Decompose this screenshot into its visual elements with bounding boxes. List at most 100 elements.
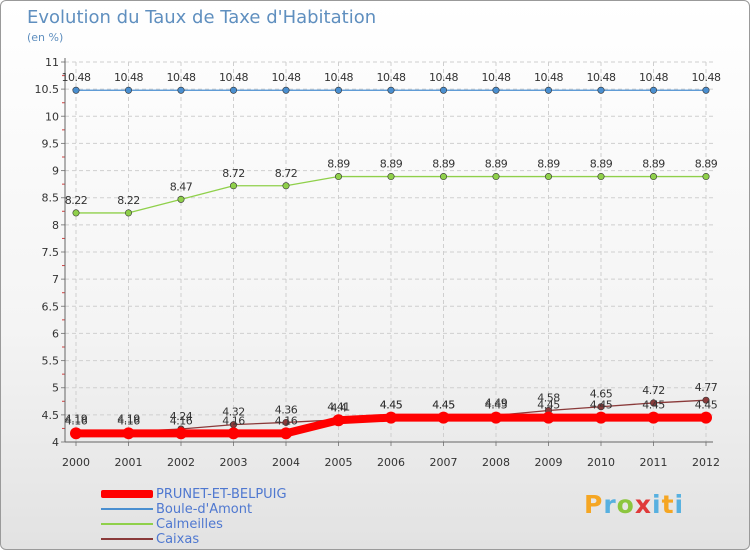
- data-label-0: 4.45: [695, 399, 718, 412]
- data-point-0: [70, 427, 82, 440]
- data-label-1: 10.48: [639, 71, 668, 84]
- data-point-1: [702, 86, 710, 94]
- axes: [61, 58, 713, 446]
- x-tick-label: 2009: [535, 456, 563, 469]
- data-point-2: [282, 182, 290, 190]
- data-label-3: 4.77: [695, 381, 718, 394]
- x-tick-label: 2004: [272, 456, 300, 469]
- data-point-0: [175, 427, 187, 440]
- data-label-2: 8.89: [642, 158, 665, 171]
- data-label-0: 4.4: [331, 401, 347, 414]
- legend-line-boule-d-amont: [101, 508, 153, 510]
- x-tick-label: 2008: [482, 456, 510, 469]
- data-label-3: 4.65: [590, 388, 613, 401]
- data-label-1: 10.48: [167, 71, 196, 84]
- data-label-2: 8.89: [485, 158, 508, 171]
- x-tick-label: 2006: [377, 456, 405, 469]
- data-point-0: [122, 427, 135, 440]
- legend-line-calmeilles: [101, 523, 153, 525]
- legend: PRUNET-ET-BELPUIG Boule-d'Amont Calmeill…: [101, 487, 361, 547]
- data-point-1: [230, 86, 238, 94]
- data-point-1: [597, 86, 605, 94]
- y-tick-label: 9: [52, 165, 59, 178]
- data-point-1: [334, 86, 342, 94]
- y-tick-label: 10.5: [35, 83, 60, 96]
- data-label-2: 8.22: [117, 194, 140, 207]
- data-point-2: [72, 209, 80, 217]
- legend-item-calmeilles: Calmeilles: [101, 517, 361, 532]
- data-label-1: 10.48: [587, 71, 616, 84]
- data-label-3: 4.45: [432, 399, 455, 412]
- data-label-2: 8.72: [275, 167, 298, 180]
- data-point-2: [649, 173, 657, 181]
- data-label-0: 4.16: [222, 414, 245, 427]
- data-point-2: [177, 195, 185, 203]
- legend-line-caixas: [101, 538, 153, 540]
- data-label-3: 4.41: [327, 401, 350, 414]
- legend-label-boule-d-amont: Boule-d'Amont: [156, 502, 253, 517]
- data-label-1: 10.48: [377, 71, 406, 84]
- grid: [65, 61, 713, 443]
- data-point-3: [702, 396, 710, 404]
- data-label-0: 4.45: [432, 399, 455, 412]
- data-label-3: 4.24: [170, 410, 193, 423]
- data-label-2: 8.89: [327, 158, 350, 171]
- data-point-1: [544, 86, 552, 94]
- data-point-1: [125, 86, 133, 94]
- x-tick-label: 2001: [115, 456, 143, 469]
- data-label-1: 10.48: [272, 71, 301, 84]
- x-tick-label: 2012: [692, 456, 720, 469]
- y-tick-label: 6: [52, 327, 59, 340]
- data-label-2: 8.89: [695, 158, 718, 171]
- data-point-1: [72, 86, 80, 94]
- data-label-3: 4.36: [275, 403, 298, 416]
- legend-label-calmeilles: Calmeilles: [156, 517, 223, 532]
- logo-letter: P: [584, 490, 604, 519]
- legend-line-prunet: [101, 490, 153, 498]
- data-label-2: 8.89: [380, 158, 403, 171]
- series-lines: [70, 86, 712, 440]
- data-label-1: 10.48: [324, 71, 353, 84]
- y-tick-label: 9.5: [42, 137, 60, 150]
- data-label-2: 8.89: [432, 158, 455, 171]
- data-point-1: [387, 86, 395, 94]
- data-point-0: [542, 411, 555, 424]
- y-tick-label: 5.5: [42, 355, 60, 368]
- data-point-3: [597, 403, 605, 411]
- data-label-2: 8.22: [65, 194, 88, 207]
- data-point-0: [700, 411, 712, 424]
- legend-label-prunet: PRUNET-ET-BELPUIG: [156, 487, 287, 502]
- data-label-1: 10.48: [114, 71, 143, 84]
- data-point-0: [332, 414, 345, 427]
- tick-labels: 4 4.5 5 5.5 6 6.5 7 7.5 8 8.5 9 9.5 10 10.5 11 2000 2001…: [35, 56, 721, 469]
- data-label-2: 8.47: [170, 180, 193, 193]
- x-tick-label: 2010: [587, 456, 615, 469]
- proxiti-logo: Proxiti: [584, 490, 684, 519]
- data-label-0: 4.45: [590, 399, 613, 412]
- logo-letter: i: [652, 490, 662, 519]
- logo-letter: o: [616, 490, 635, 519]
- data-point-2: [597, 173, 605, 181]
- data-label-2: 8.89: [590, 158, 613, 171]
- data-point-2: [544, 173, 552, 181]
- data-label-1: 10.48: [692, 71, 721, 84]
- data-point-2: [702, 173, 710, 181]
- legend-item-caixas: Caixas: [101, 532, 361, 547]
- data-point-1: [492, 86, 500, 94]
- chart-subtitle: (en %): [27, 31, 64, 44]
- data-label-2: 8.89: [537, 158, 560, 171]
- x-tick-label: 2003: [220, 456, 248, 469]
- data-label-0: 4.16: [275, 414, 298, 427]
- data-label-3: 4.32: [222, 406, 245, 419]
- data-point-2: [125, 209, 133, 217]
- data-label-1: 10.48: [219, 71, 248, 84]
- data-label-3: 4.45: [380, 399, 403, 412]
- data-labels: 10.48 10.48 10.48 10.48 10.48 10.48 10.48 10.48…: [62, 71, 722, 427]
- data-point-0: [385, 411, 397, 424]
- y-tick-label: 4.5: [42, 409, 60, 422]
- y-tick-label: 7.5: [42, 246, 60, 259]
- data-point-2: [230, 182, 238, 190]
- data-point-0: [490, 411, 502, 424]
- data-point-1: [649, 86, 657, 94]
